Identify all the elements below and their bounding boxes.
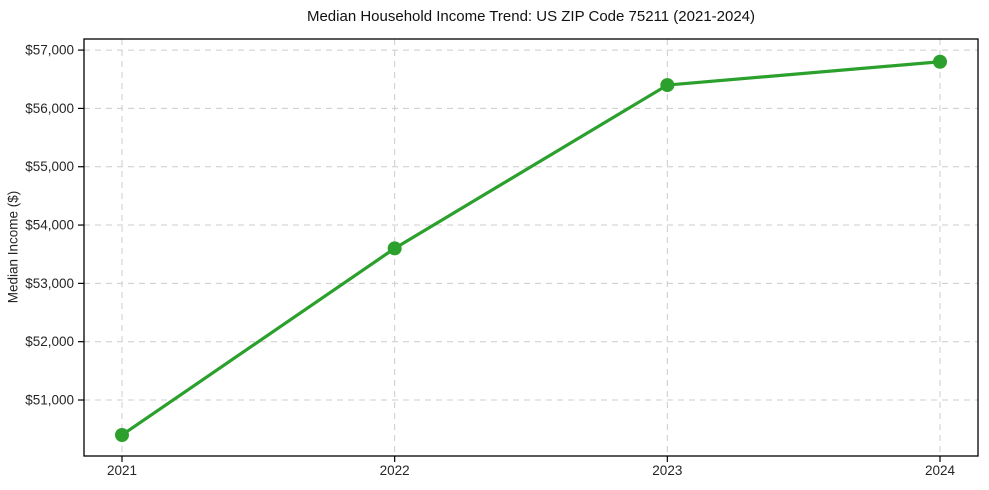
- y-tick-label: $53,000: [25, 276, 74, 291]
- y-tick-label: $54,000: [25, 218, 74, 233]
- data-point-2022: [387, 241, 402, 256]
- y-tick-label: $52,000: [25, 334, 74, 349]
- y-tick-label: $56,000: [25, 101, 74, 116]
- axes-frame: [83, 38, 979, 457]
- x-tick-label: 2021: [107, 463, 137, 478]
- y-tick-label: $51,000: [25, 393, 74, 408]
- data-point-2023: [660, 78, 675, 93]
- y-tick-label: $57,000: [25, 43, 74, 58]
- income-trend-line: [120, 60, 942, 437]
- data-point-2024: [933, 54, 947, 69]
- y-tick-label: $55,000: [25, 159, 74, 174]
- x-tick-label: 2022: [380, 463, 410, 478]
- x-tick-label: 2024: [925, 463, 956, 478]
- x-tick-label: 2023: [652, 463, 682, 478]
- chart-title: Median Household Income Trend: US ZIP Co…: [306, 8, 756, 25]
- data-point-2021: [115, 428, 129, 443]
